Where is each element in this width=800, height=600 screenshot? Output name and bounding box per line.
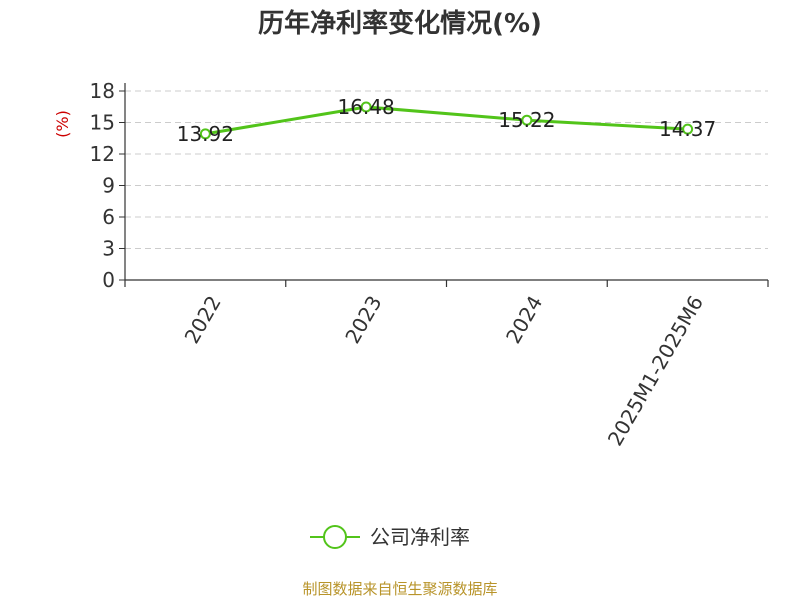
legend: 公司净利率	[310, 525, 470, 549]
y-tick-label: 18	[90, 79, 115, 103]
x-tick-label: 2024	[501, 292, 547, 348]
source-note: 制图数据来自恒生聚源数据库	[302, 580, 497, 598]
series: 13.92 16.48 15.22 14.37	[177, 95, 717, 146]
legend-marker	[323, 525, 347, 549]
x-tick-label: 2023	[340, 292, 386, 348]
legend-label: 公司净利率	[370, 525, 470, 549]
y-tick-label: 15	[90, 111, 115, 135]
chart-title: 历年净利率变化情况(%)	[258, 8, 542, 39]
y-tick-label: 0	[102, 268, 115, 292]
data-label: 15.22	[498, 108, 555, 132]
grid	[125, 90, 768, 249]
y-tick-label: 12	[90, 142, 115, 166]
data-point	[521, 114, 533, 126]
x-tick-label: 2022	[180, 292, 226, 348]
data-label: 13.92	[177, 122, 234, 146]
data-point	[360, 101, 372, 113]
series-line	[205, 105, 688, 136]
y-tick-label: 9	[102, 174, 115, 198]
x-tick-label: 2025M1-2025M6	[603, 292, 708, 450]
data-point	[199, 128, 211, 140]
data-label: 16.48	[337, 95, 394, 119]
y-tick-label: 3	[102, 237, 115, 261]
data-label: 14.37	[659, 117, 716, 141]
y-tick-label: 6	[102, 205, 115, 229]
y-axis-label: (%)	[53, 110, 72, 138]
data-point	[682, 123, 694, 135]
